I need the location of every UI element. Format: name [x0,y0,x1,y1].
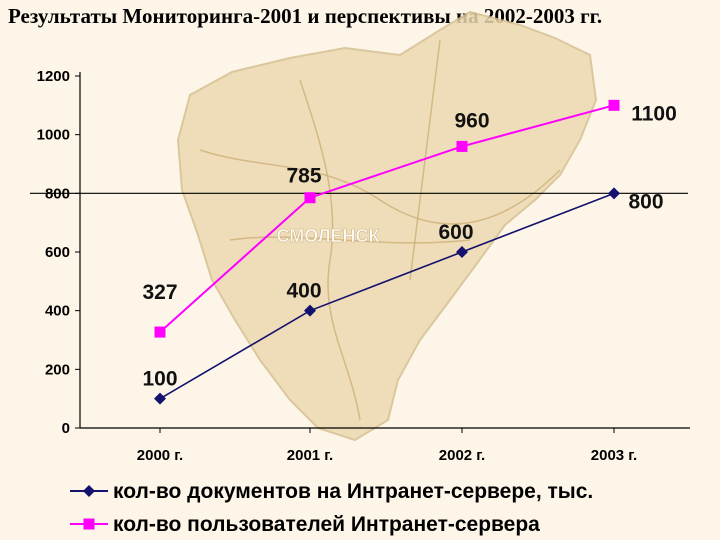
series-1-point [608,187,620,200]
y-tick-label: 800 [45,185,70,202]
legend-label-1: кол-во документов на Интранет-сервере, т… [113,480,593,503]
y-tick-label: 200 [45,361,70,378]
legend-marker-diamond [83,485,95,497]
chart-legend: кол-во документов на Интранет-сервере, т… [70,480,593,536]
legend-label-2: кол-во пользователей Интранет-сервера [113,513,540,536]
chart-axes: 0 200 400 600 800 1000 1200 2000 г. 2001 г. 2002 … [30,68,690,464]
chart-series [154,99,620,405]
data-label-series-1: 600 [438,221,473,244]
series-1-point [304,304,316,317]
series-2-point [608,99,620,111]
series-2-point [456,140,468,152]
map-city-label: СМОЛЕНСК [277,226,381,246]
y-tick-label: 1000 [37,127,70,144]
data-label-series-1: 400 [286,280,321,303]
x-tick-label: 2003 г. [591,447,637,464]
y-tick-label: 400 [45,303,70,320]
y-tick-label: 600 [45,244,70,261]
series-1-point [154,392,166,405]
y-tick-label: 0 [62,420,70,437]
series-2-point [304,192,316,204]
legend-marker-square [83,518,95,530]
series-1-point [456,246,468,258]
x-tick-label: 2000 г. [137,447,183,464]
map-road [299,79,361,421]
x-tick-label: 2002 г. [439,447,485,464]
chart-data-labels: 100 400 600 800 327 785 960 1100 [142,102,676,390]
data-label-series-2: 785 [286,165,321,188]
data-label-series-1: 100 [142,368,177,391]
data-label-series-1: 800 [628,190,663,213]
map-road [199,149,561,225]
map-road [409,39,441,281]
data-label-series-2: 1100 [631,102,677,125]
y-tick-label: 1200 [37,68,70,85]
data-label-series-2: 327 [142,281,177,304]
x-tick-label: 2001 г. [287,447,333,464]
region-map-watermark: СМОЛЕНСК [176,10,598,442]
series-line-1 [159,192,615,400]
map-outline [176,10,598,442]
data-label-series-2: 960 [454,109,489,132]
series-line-2 [159,104,615,333]
series-2-point [154,326,166,338]
map-road [229,236,471,244]
